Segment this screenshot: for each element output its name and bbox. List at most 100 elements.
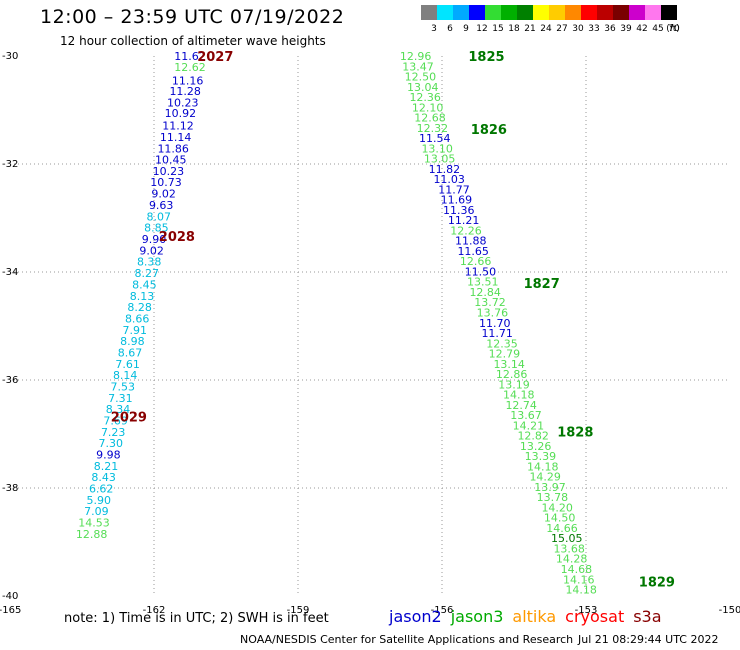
- wave-height-value: 14.28: [556, 553, 588, 566]
- credit-line: NOAA/NESDIS Center for Satellite Applica…: [240, 633, 574, 646]
- wave-height-value: 11.12: [162, 120, 194, 133]
- wave-height-value: 9.98: [96, 449, 121, 462]
- wave-height-value: 7.31: [108, 392, 133, 405]
- wave-height-value: 12.66: [460, 255, 492, 268]
- pass-time-label: 2027: [197, 50, 233, 65]
- wave-height-value: 12.62: [174, 61, 206, 74]
- wave-height-value: 10.23: [167, 96, 199, 109]
- wave-height-value: 13.39: [525, 450, 557, 463]
- x-tick-label: -162: [143, 605, 166, 616]
- wave-height-value: 11.21: [448, 214, 480, 227]
- wave-height-value: 11.69: [441, 194, 473, 207]
- map-title: 12:00 – 23:59 UTC 07/19/2022: [40, 6, 345, 28]
- map-subtitle: 12 hour collection of altimeter wave hei…: [60, 34, 326, 48]
- wave-height-value: 11.86: [157, 142, 189, 155]
- wave-height-value: 13.05: [424, 153, 456, 166]
- wave-height-value: 7.91: [123, 324, 148, 337]
- wave-height-value: 8.85: [144, 222, 169, 235]
- wave-height-value: 12.10: [412, 101, 444, 114]
- wave-height-value: 10.73: [150, 176, 182, 189]
- colorbar-label: 33: [588, 24, 600, 34]
- wave-height-value: 12.68: [414, 112, 446, 125]
- wave-height-value: 14.16: [563, 573, 595, 586]
- colorbar-swatch: [565, 5, 581, 20]
- wave-height-value: 8.45: [132, 278, 157, 291]
- wave-height-value: 5.90: [87, 494, 112, 507]
- wave-height-value: 11.54: [419, 132, 451, 145]
- footer-note: note: 1) Time is in UTC; 2) SWH is in fe…: [64, 611, 329, 626]
- colorbar-label: 27: [556, 24, 568, 34]
- colorbar-unit: (ft): [666, 24, 680, 34]
- wave-height-value: 12.84: [469, 286, 501, 299]
- colorbar-swatch: [581, 5, 597, 20]
- wave-height-value: 11.70: [479, 317, 511, 330]
- wave-height-value: 11.03: [433, 173, 465, 186]
- colorbar-swatch: [661, 5, 677, 20]
- wave-height-value: 8.34: [106, 403, 131, 416]
- wave-height-value: 11.82: [429, 163, 461, 176]
- wave-height-value: 14.66: [546, 522, 578, 535]
- wave-height-value: 14.53: [78, 517, 110, 530]
- colorbar-swatch: [629, 5, 645, 20]
- colorbar-swatch: [437, 5, 453, 20]
- wave-height-value: 13.67: [510, 409, 542, 422]
- wave-height-value: 14.29: [529, 471, 561, 484]
- colorbar-label: 36: [604, 24, 616, 34]
- legend-item-jason3: jason3: [450, 607, 504, 626]
- pass-time-label: 1829: [639, 575, 675, 590]
- wave-height-value: 12.79: [489, 348, 521, 361]
- colorbar-swatch: [517, 5, 533, 20]
- colorbar-label: 39: [620, 24, 632, 34]
- y-tick-label: -34: [2, 267, 18, 278]
- colorbar-label: 18: [508, 24, 520, 34]
- wave-height-value: 13.19: [498, 378, 530, 391]
- wave-height-value: 14.18: [527, 460, 559, 473]
- colorbar-label: 30: [572, 24, 584, 34]
- x-tick-label: -165: [0, 605, 21, 616]
- wave-height-value: 7.30: [99, 437, 124, 450]
- wave-height-value: 8.98: [120, 335, 145, 348]
- wave-height-value: 9.02: [151, 188, 176, 201]
- pass-time-label: 2028: [159, 230, 195, 245]
- wave-height-value: 13.76: [477, 307, 509, 320]
- y-tick-label: -30: [2, 51, 18, 62]
- wave-height-value: 11.62: [174, 50, 206, 63]
- wave-height-value: 9.90: [142, 233, 167, 246]
- wave-height-value: 14.21: [513, 419, 545, 432]
- wave-height-value: 13.72: [474, 296, 506, 309]
- wave-height-value: 13.78: [537, 491, 569, 504]
- wave-height-value: 12.74: [505, 399, 537, 412]
- wave-height-value: 7.53: [111, 380, 136, 393]
- wave-height-value: 12.82: [517, 430, 549, 443]
- wave-height-value: 12.86: [496, 368, 528, 381]
- wave-height-value: 8.43: [91, 471, 116, 484]
- wave-height-value: 8.14: [113, 369, 138, 382]
- colorbar-swatch: [453, 5, 469, 20]
- wave-height-value: 9.63: [149, 199, 174, 212]
- colorbar-label: 21: [524, 24, 536, 34]
- colorbar-swatch: [469, 5, 485, 20]
- colorbar-label: 15: [492, 24, 504, 34]
- wave-height-value: 10.45: [155, 154, 187, 167]
- wave-height-value: 13.47: [402, 60, 434, 73]
- wave-height-value: 11.65: [457, 245, 489, 258]
- colorbar-label: 24: [540, 24, 552, 34]
- wave-height-value: 13.68: [553, 542, 585, 555]
- wave-height-value: 13.04: [407, 81, 439, 94]
- wave-height-value: 14.20: [541, 501, 573, 514]
- wave-height-value: 13.10: [421, 142, 453, 155]
- wave-height-value: 6.62: [89, 483, 114, 496]
- wave-height-value: 8.38: [137, 256, 162, 269]
- y-tick-label: -38: [2, 483, 18, 494]
- colorbar-swatch: [597, 5, 613, 20]
- pass-time-label: 1827: [524, 277, 560, 292]
- colorbar-swatch: [533, 5, 549, 20]
- y-tick-label: -40: [2, 591, 18, 602]
- colorbar-label: 70: [668, 24, 680, 34]
- wave-height-value: 7.09: [84, 505, 109, 518]
- y-tick-label: -32: [2, 159, 18, 170]
- legend-item-altika: altika: [512, 607, 557, 626]
- colorbar-label: 6: [447, 24, 453, 34]
- colorbar-label: 3: [431, 24, 437, 34]
